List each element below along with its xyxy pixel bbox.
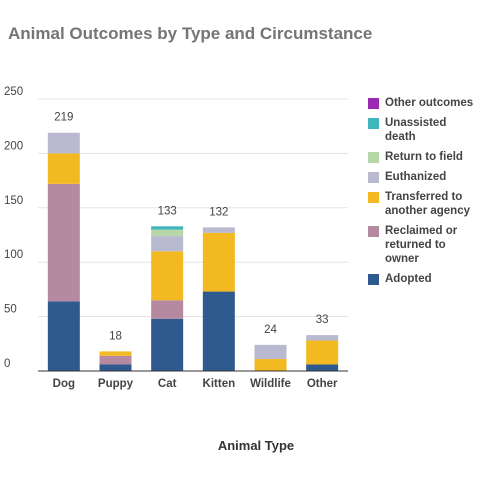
legend-item: Unassisted death [368, 116, 480, 144]
legend-swatch [368, 152, 379, 163]
x-axis-title: Animal Type [217, 438, 295, 453]
bar-segment [254, 344, 287, 360]
legend: Other outcomes Unassisted death Return to … [368, 96, 480, 292]
y-tick-label: 150 [4, 195, 23, 207]
bar-segment [151, 236, 184, 252]
bar-segment [202, 232, 235, 292]
x-tick-label: Other [307, 378, 338, 390]
bars [47, 132, 339, 371]
chart-title: Animal Outcomes by Type and Circumstance [8, 24, 373, 43]
bar-segment [202, 227, 235, 233]
x-tick-label: Kitten [203, 378, 236, 390]
legend-swatch [368, 172, 379, 183]
legend-label: Other outcomes [385, 97, 474, 109]
legend-item: Euthanized [368, 170, 480, 184]
legend-swatch [368, 226, 379, 237]
bar-total-label: 133 [158, 205, 177, 217]
data-labels: 219 18 133 132 24 33 [54, 112, 328, 343]
legend-item: Adopted [368, 272, 480, 286]
bar-segment [99, 351, 132, 356]
y-tick-label: 200 [4, 140, 23, 152]
x-tick-label: Wildlife [250, 378, 291, 390]
bar-segment [47, 183, 80, 302]
bar-segment [47, 132, 80, 154]
y-tick-label: 100 [4, 249, 23, 261]
x-tick-label: Puppy [98, 378, 134, 390]
bar-total-label: 33 [316, 314, 329, 326]
bar-segment [306, 335, 339, 341]
bar-segment [306, 364, 339, 371]
legend-swatch [368, 98, 379, 109]
bar-total-label: 219 [54, 112, 73, 124]
legend-label: Adopted [385, 273, 432, 285]
legend-item: Other outcomes [368, 96, 480, 110]
legend-label: Transferred to another agency [385, 191, 470, 217]
grid-lines [38, 98, 348, 318]
legend-swatch [368, 274, 379, 285]
bar-segment [151, 318, 184, 371]
bar-segment [202, 291, 235, 371]
bar-segment [306, 340, 339, 365]
bar-segment [99, 364, 132, 371]
legend-item: Transferred to another agency [368, 190, 480, 218]
bar-segment [47, 153, 80, 184]
bar-segment [151, 229, 184, 237]
y-tick-label: 250 [4, 86, 23, 98]
y-tick-label: 0 [4, 358, 10, 370]
legend-swatch [368, 192, 379, 203]
bar-segment [151, 226, 184, 230]
bar-segment [151, 300, 184, 319]
legend-swatch [368, 118, 379, 129]
legend-label: Return to field [385, 151, 463, 163]
legend-item: Reclaimed or returned to owner [368, 224, 480, 266]
bar-segment [47, 301, 80, 371]
legend-label: Euthanized [385, 171, 447, 183]
axes: 0 50 100 150 200 250 Dog Puppy Cat Kitten Wildlife… [4, 86, 348, 390]
bar-total-label: 132 [209, 206, 228, 218]
x-tick-label: Cat [158, 378, 177, 390]
legend-item: Return to field [368, 150, 480, 164]
bar-segment [151, 251, 184, 301]
x-tick-label: Dog [53, 378, 75, 390]
bar-total-label: 24 [264, 324, 277, 336]
bar-segment [254, 359, 287, 371]
legend-label: Reclaimed or returned to owner [385, 225, 458, 265]
y-tick-label: 50 [4, 304, 17, 316]
bar-segment [99, 355, 132, 365]
bar-total-label: 18 [109, 330, 122, 342]
legend-label: Unassisted death [385, 117, 447, 143]
